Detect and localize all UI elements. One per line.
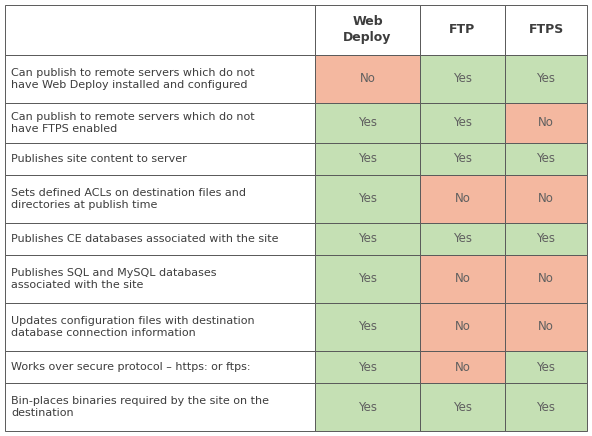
Text: Yes: Yes [453, 116, 472, 129]
Bar [505, 55, 587, 103]
Text: Yes: Yes [453, 153, 472, 166]
Text: FTP: FTP [449, 24, 475, 37]
Text: Yes: Yes [358, 320, 377, 334]
Bar [5, 255, 315, 303]
Bar [420, 303, 505, 351]
Text: No: No [455, 193, 471, 205]
Bar [420, 351, 505, 383]
Text: Yes: Yes [358, 193, 377, 205]
Bar [5, 383, 315, 431]
Bar [315, 303, 420, 351]
Text: Yes: Yes [536, 153, 555, 166]
Text: FTPS: FTPS [529, 24, 564, 37]
Bar [315, 5, 420, 55]
Bar [5, 223, 315, 255]
Text: Yes: Yes [536, 361, 555, 374]
Bar [505, 5, 587, 55]
Bar [5, 143, 315, 175]
Text: Yes: Yes [453, 401, 472, 413]
Text: Yes: Yes [358, 272, 377, 286]
Bar [315, 103, 420, 143]
Text: Yes: Yes [536, 72, 555, 85]
Bar [5, 5, 315, 55]
Bar [315, 351, 420, 383]
Text: Works over secure protocol – https: or ftps:: Works over secure protocol – https: or f… [11, 362, 250, 372]
Text: Yes: Yes [536, 232, 555, 245]
Text: Publishes site content to server: Publishes site content to server [11, 154, 186, 164]
Bar [505, 143, 587, 175]
Text: Yes: Yes [453, 232, 472, 245]
Bar [505, 383, 587, 431]
Bar [5, 55, 315, 103]
Text: Publishes SQL and MySQL databases
associated with the site: Publishes SQL and MySQL databases associ… [11, 268, 217, 290]
Bar [420, 55, 505, 103]
Text: Web
Deploy: Web Deploy [343, 16, 392, 44]
Bar [420, 223, 505, 255]
Text: No: No [359, 72, 375, 85]
Text: Yes: Yes [536, 401, 555, 413]
Text: Publishes CE databases associated with the site: Publishes CE databases associated with t… [11, 234, 278, 244]
Text: No: No [538, 116, 554, 129]
Bar [505, 223, 587, 255]
Text: Bin-places binaries required by the site on the
destination: Bin-places binaries required by the site… [11, 396, 269, 418]
Bar [315, 383, 420, 431]
Text: Updates configuration files with destination
database connection information: Updates configuration files with destina… [11, 316, 255, 338]
Bar [315, 143, 420, 175]
Bar [315, 255, 420, 303]
Text: No: No [538, 193, 554, 205]
Bar [420, 255, 505, 303]
Bar [315, 175, 420, 223]
Text: Yes: Yes [358, 116, 377, 129]
Text: Can publish to remote servers which do not
have FTPS enabled: Can publish to remote servers which do n… [11, 112, 255, 134]
Text: No: No [455, 361, 471, 374]
Bar [420, 383, 505, 431]
Text: No: No [538, 320, 554, 334]
Text: Can publish to remote servers which do not
have Web Deploy installed and configu: Can publish to remote servers which do n… [11, 68, 255, 90]
Text: Yes: Yes [358, 361, 377, 374]
Bar [505, 175, 587, 223]
Text: No: No [538, 272, 554, 286]
Bar [420, 175, 505, 223]
Bar [5, 175, 315, 223]
Bar [315, 55, 420, 103]
Bar [420, 103, 505, 143]
Bar [505, 103, 587, 143]
Text: Yes: Yes [358, 153, 377, 166]
Text: Yes: Yes [358, 401, 377, 413]
Text: Yes: Yes [453, 72, 472, 85]
Text: Yes: Yes [358, 232, 377, 245]
Text: No: No [455, 320, 471, 334]
Bar [420, 143, 505, 175]
Bar [505, 351, 587, 383]
Bar [5, 351, 315, 383]
Bar [505, 303, 587, 351]
Text: Sets defined ACLs on destination files and
directories at publish time: Sets defined ACLs on destination files a… [11, 188, 246, 210]
Bar [420, 5, 505, 55]
Bar [5, 103, 315, 143]
Bar [315, 223, 420, 255]
Bar [5, 303, 315, 351]
Bar [505, 255, 587, 303]
Text: No: No [455, 272, 471, 286]
